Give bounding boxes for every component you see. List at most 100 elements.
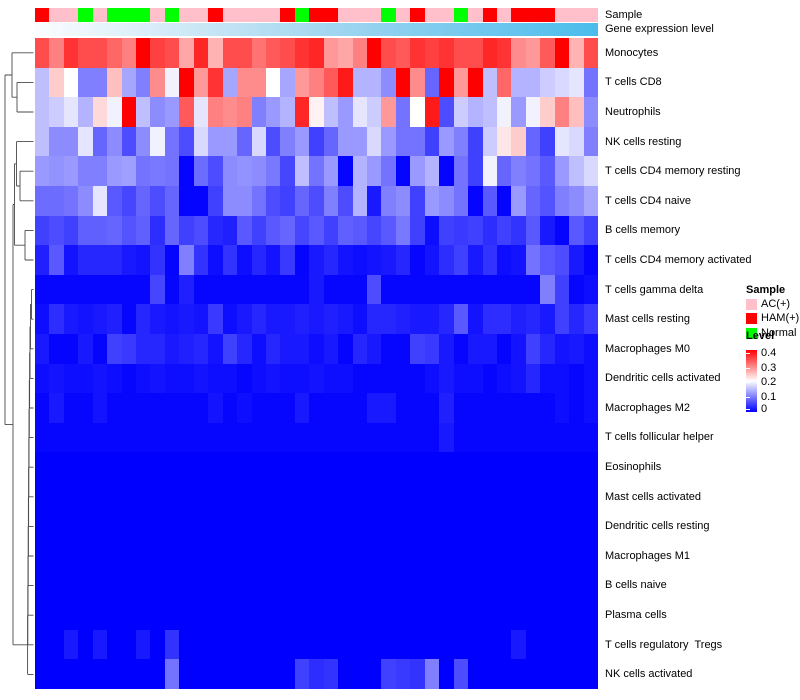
heatmap-cell	[395, 393, 411, 423]
heatmap-cell	[554, 629, 570, 660]
heatmap-cell	[35, 97, 50, 127]
heatmap-cell	[136, 541, 151, 571]
heatmap-cell	[569, 245, 584, 275]
level-tick-label: 0.4	[761, 347, 777, 359]
heatmap-cell	[410, 363, 425, 394]
heatmap-cell	[92, 97, 108, 127]
heatmap-cell	[294, 511, 310, 542]
heatmap-cell	[265, 304, 281, 334]
heatmap-cell	[309, 541, 324, 571]
heatmap-cell	[222, 67, 238, 98]
row-label: Macrophages M2	[605, 401, 690, 414]
heatmap-cell	[569, 363, 584, 394]
heatmap-cell	[453, 363, 469, 394]
heatmap-cell	[237, 570, 252, 601]
heatmap-cell	[49, 274, 64, 305]
heatmap-cell	[35, 452, 50, 482]
heatmap-cell	[265, 363, 281, 394]
heatmap-cell	[265, 156, 281, 186]
heatmap-cell	[569, 274, 584, 305]
heatmap-cell	[179, 393, 194, 423]
heatmap-cell	[208, 245, 223, 275]
heatmap-cell	[150, 185, 165, 216]
heatmap-cell	[179, 570, 194, 601]
heatmap-cell	[395, 422, 411, 453]
heatmap-cell	[338, 215, 353, 246]
heatmap-cell	[237, 481, 252, 512]
sample-annotation-cell	[63, 8, 79, 22]
heatmap-cell	[136, 511, 151, 542]
heatmap-cell	[136, 452, 151, 482]
heatmap-cell	[338, 600, 353, 630]
heatmap-cell	[424, 67, 440, 98]
heatmap-cell	[49, 304, 64, 334]
heatmap-cell	[583, 511, 598, 542]
heatmap-cell	[136, 600, 151, 630]
heatmap-cell	[35, 333, 50, 364]
heatmap-cell	[208, 156, 223, 186]
heatmap-cell	[554, 422, 570, 453]
heatmap-cell	[583, 481, 598, 512]
heatmap-cell	[367, 185, 382, 216]
heatmap-cell	[482, 600, 497, 630]
heatmap-cell	[511, 245, 526, 275]
heatmap-cell	[381, 659, 396, 689]
level-tick-mark	[746, 367, 750, 369]
heatmap-cell	[439, 274, 454, 305]
heatmap-cell	[468, 67, 483, 98]
heatmap-cell	[540, 541, 555, 571]
heatmap-cell	[468, 452, 483, 482]
heatmap-cell	[424, 215, 440, 246]
sample-annotation-cell	[525, 8, 541, 22]
heatmap-cell	[554, 393, 570, 423]
heatmap-cell	[121, 38, 137, 68]
heatmap-cell	[554, 659, 570, 689]
heatmap-cell	[164, 511, 180, 542]
heatmap-cell	[63, 38, 79, 68]
heatmap-cell	[63, 629, 79, 660]
heatmap-cell	[352, 511, 368, 542]
level-tick-mark	[746, 382, 750, 383]
heatmap-cell	[280, 245, 295, 275]
heatmap-cell	[294, 363, 310, 394]
row-label: Mast cells resting	[605, 313, 690, 326]
row-label: Macrophages M1	[605, 549, 690, 562]
heatmap-cell	[208, 393, 223, 423]
heatmap-cell	[352, 600, 368, 630]
sample-annotation-cell	[338, 8, 353, 22]
heatmap-cell	[395, 541, 411, 571]
heatmap-cell	[164, 38, 180, 68]
heatmap-cell	[309, 393, 324, 423]
heatmap-cell	[410, 481, 425, 512]
heatmap-cell	[237, 304, 252, 334]
heatmap-cell	[208, 185, 223, 216]
heatmap-cell	[265, 659, 281, 689]
heatmap-cell	[367, 659, 382, 689]
heatmap-cell	[381, 156, 396, 186]
heatmap-cell	[179, 245, 194, 275]
heatmap-cell	[468, 363, 483, 394]
heatmap-cell	[280, 481, 295, 512]
heatmap-cell	[92, 38, 108, 68]
level-tick-mark	[746, 396, 750, 398]
heatmap-cell	[352, 274, 368, 305]
heatmap-cell	[453, 511, 469, 542]
heatmap-cell	[107, 600, 122, 630]
heatmap-cell	[338, 97, 353, 127]
heatmap-cell	[424, 304, 440, 334]
heatmap-cell	[136, 422, 151, 453]
heatmap-cell	[35, 274, 50, 305]
heatmap-cell	[482, 97, 497, 127]
heatmap-cell	[338, 126, 353, 157]
heatmap-cell	[323, 274, 339, 305]
heatmap-cell	[424, 156, 440, 186]
heatmap-cell	[63, 185, 79, 216]
heatmap-cell	[525, 38, 541, 68]
row-label: T cells gamma delta	[605, 283, 704, 296]
heatmap-cell	[482, 393, 497, 423]
heatmap-cell	[511, 452, 526, 482]
sample-annotation-cell	[352, 8, 368, 22]
heatmap-cell	[367, 126, 382, 157]
heatmap-cell	[496, 452, 512, 482]
gene-annotation-label: Gene expression level	[605, 23, 714, 35]
